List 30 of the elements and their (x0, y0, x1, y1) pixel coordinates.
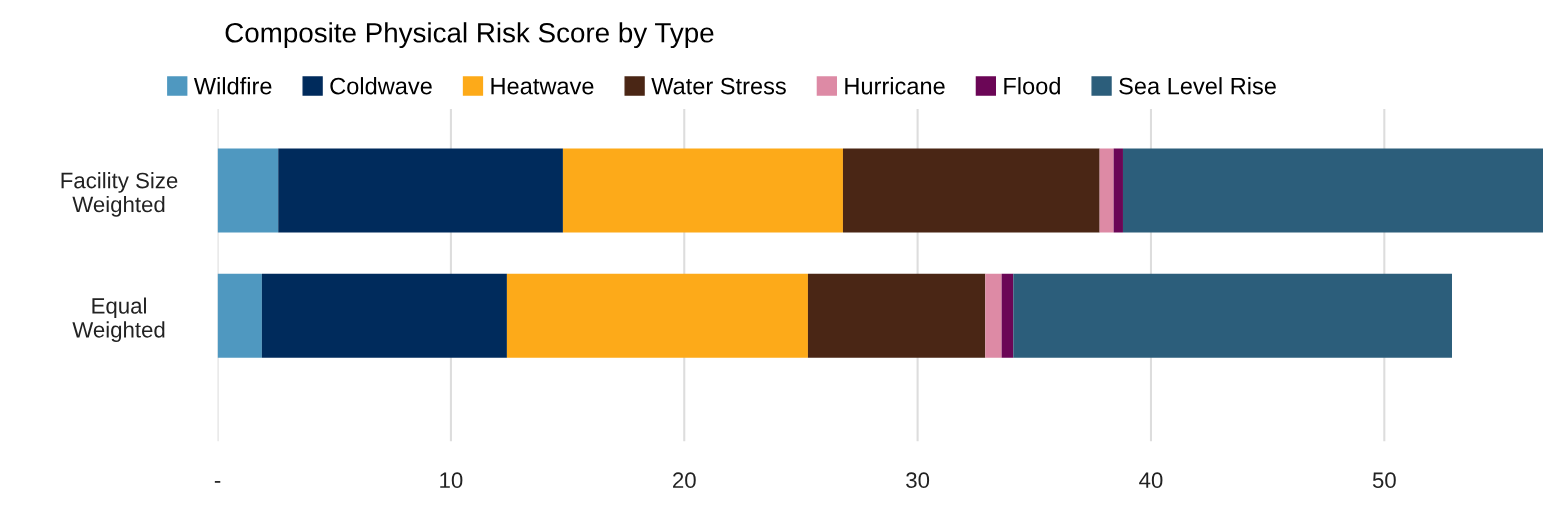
x-tick-label: 50 (1372, 472, 1396, 489)
legend-label: Hurricane (845, 77, 945, 95)
bar (506, 273, 808, 358)
x-tick-label: 40 (1139, 472, 1163, 489)
chart-title: Composite Physical Risk Score by Type (225, 22, 714, 49)
bar (842, 148, 1100, 233)
x-tick-label: - (214, 481, 221, 483)
bar (217, 273, 262, 358)
bar (985, 273, 1002, 358)
bar (278, 148, 563, 233)
legend-label: Water Stress (651, 77, 786, 95)
bar (261, 273, 507, 358)
bar (1001, 273, 1014, 358)
x-tick-label: 20 (673, 472, 696, 489)
y-tick-label: Facility Size Weighted (61, 172, 178, 217)
bar (1113, 148, 1123, 233)
legend-label: Wildfire (193, 77, 272, 95)
legend-label: Coldwave (330, 77, 432, 95)
bar (807, 273, 986, 358)
legend-label: Flood (1004, 77, 1060, 95)
bar (1099, 148, 1114, 233)
bar (1122, 148, 1543, 233)
bar (217, 148, 279, 233)
bar (562, 148, 843, 233)
legend-label: Sea Level Rise (1119, 77, 1276, 95)
x-tick-label: 10 (440, 472, 463, 489)
y-tick-label: Equal Weighted (72, 297, 165, 343)
legend-label: Heatwave (491, 77, 594, 95)
bar (1013, 273, 1452, 358)
x-tick-label: 30 (906, 472, 930, 489)
